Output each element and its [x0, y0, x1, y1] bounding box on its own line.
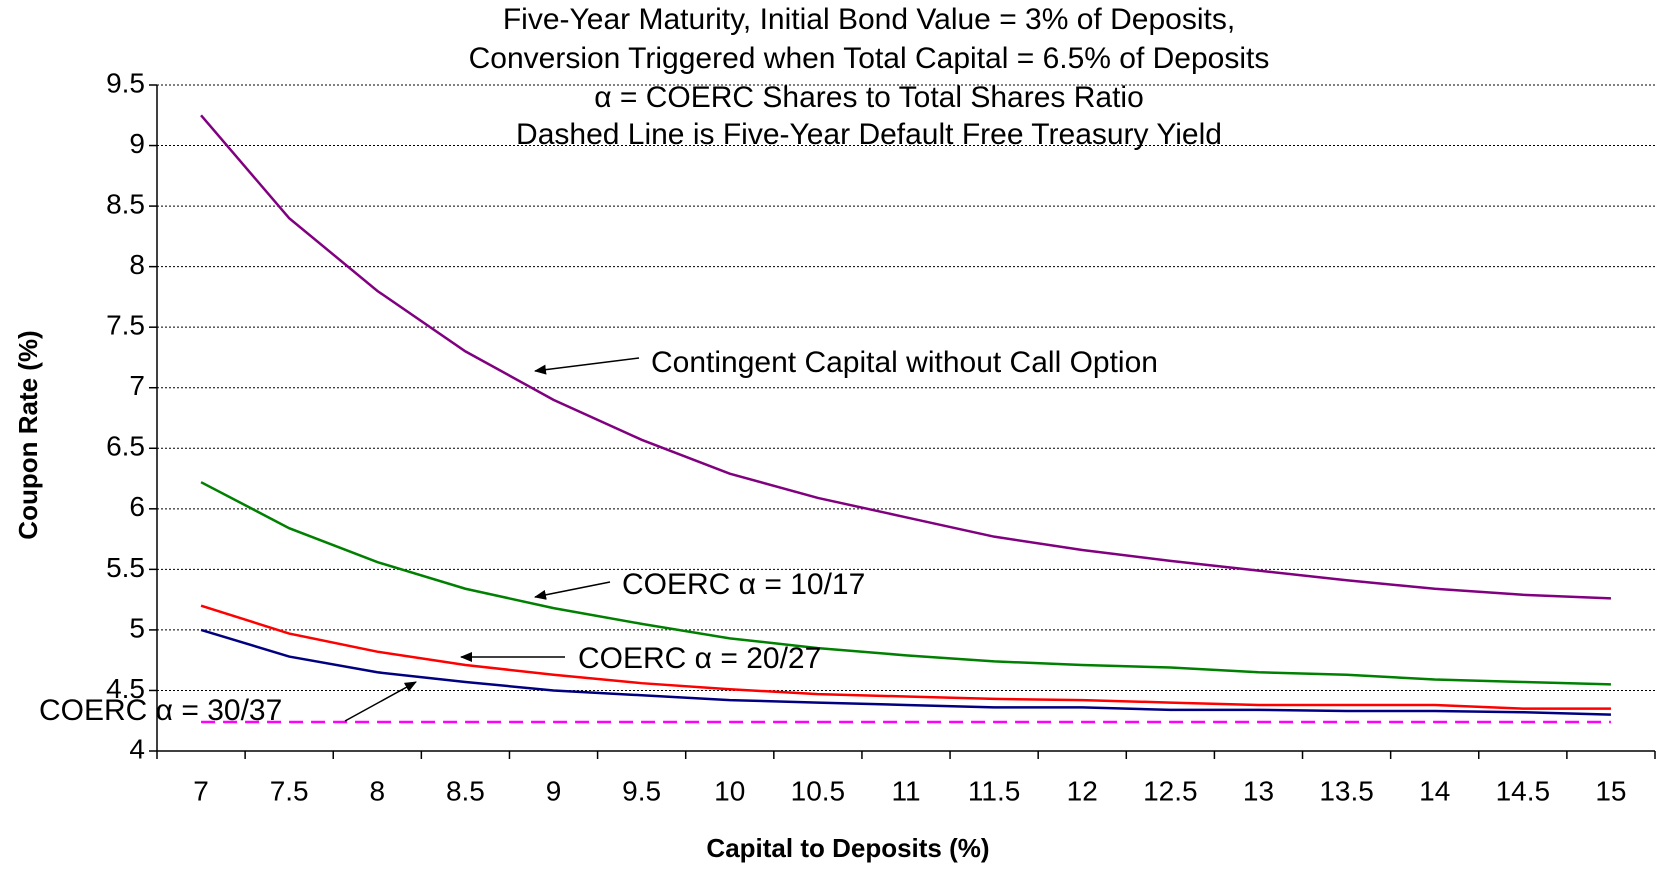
- annotation: Contingent Capital without Call Option: [651, 346, 1158, 379]
- chart-title: Five-Year Maturity, Initial Bond Value =…: [503, 3, 1235, 36]
- y-tick-label: 6.5: [106, 431, 145, 462]
- x-tick-label: 8: [370, 775, 386, 806]
- chart-title: Conversion Triggered when Total Capital …: [469, 42, 1270, 75]
- x-tick-label: 7.5: [270, 775, 309, 806]
- series-line: [200, 481, 1611, 686]
- y-tick-label: 8.5: [106, 188, 145, 219]
- x-axis-title: Capital to Deposits (%): [706, 833, 989, 863]
- x-tick-label: 13.5: [1319, 775, 1374, 806]
- axes: [149, 84, 1656, 759]
- annotation-arrow: [534, 581, 611, 600]
- lines: [200, 114, 1611, 724]
- x-tick-label: 7: [193, 775, 209, 806]
- chart-title: Dashed Line is Five-Year Default Free Tr…: [516, 118, 1222, 151]
- grid: [157, 84, 1655, 691]
- x-tick-label: 12: [1067, 775, 1098, 806]
- series-line: [200, 628, 1611, 716]
- x-tick-label: 9.5: [622, 775, 661, 806]
- x-tick-label: 14: [1419, 775, 1450, 806]
- y-axis-title: Coupon Rate (%): [13, 330, 43, 539]
- x-tick-label: 11.5: [968, 775, 1020, 806]
- y-tick-label: 5.5: [106, 552, 145, 583]
- x-tick-label: 8.5: [446, 775, 485, 806]
- y-tick-label: 9.5: [106, 67, 145, 98]
- annotation: COERC α = 30/37: [39, 694, 282, 727]
- y-tick-label: 4.5: [106, 673, 145, 704]
- x-tick-label: 10: [714, 775, 745, 806]
- x-tick-label: 14.5: [1496, 775, 1551, 806]
- x-tick-label: 15: [1595, 775, 1626, 806]
- series-line: [200, 604, 1611, 710]
- x-tick-label: 10.5: [791, 775, 846, 806]
- y-tick-label: 7.5: [106, 310, 145, 341]
- labels: Five-Year Maturity, Initial Bond Value =…: [13, 3, 1627, 863]
- y-tick-label: 5: [129, 612, 145, 643]
- y-tick-label: 9: [129, 128, 145, 159]
- y-tick-label: 6: [129, 491, 145, 522]
- annotation: COERC α = 20/27: [578, 642, 821, 675]
- chart-title: α = COERC Shares to Total Shares Ratio: [594, 81, 1144, 114]
- annotation-arrow: [344, 681, 417, 722]
- y-tick-label: 8: [129, 249, 145, 280]
- x-tick-label: 11: [891, 775, 920, 806]
- annotation: COERC α = 10/17: [622, 568, 865, 601]
- x-tick-label: 9: [546, 775, 562, 806]
- y-tick-label: 4: [129, 733, 145, 764]
- x-tick-label: 13: [1243, 775, 1274, 806]
- annotation-arrow: [534, 357, 640, 375]
- x-tick-label: 12.5: [1143, 775, 1198, 806]
- y-tick-label: 7: [129, 370, 145, 401]
- series-line: [200, 114, 1611, 600]
